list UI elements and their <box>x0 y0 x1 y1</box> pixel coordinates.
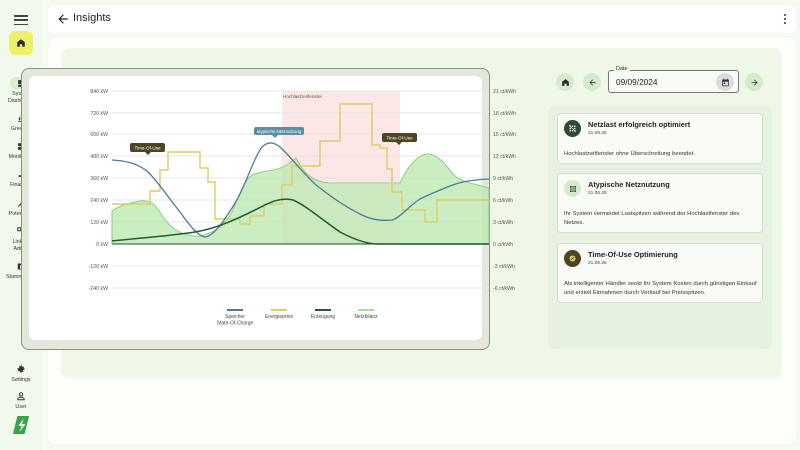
insight-date: 21.06.25 <box>588 191 607 196</box>
insight-body: Hochlastzeitfenster ohne Überschreitung … <box>564 151 695 157</box>
insight-date: 21.06.25 <box>588 261 607 266</box>
sidebar-item-label: Linking <box>0 239 42 246</box>
sidebar-item-label: Settings <box>11 377 31 383</box>
insight-icon-container <box>564 120 581 137</box>
insight-icon-container <box>564 180 581 197</box>
calendar-icon <box>721 78 729 86</box>
date-label: Date <box>614 66 630 72</box>
page-title: Insights <box>73 12 111 24</box>
calendar-button[interactable] <box>716 73 734 91</box>
hamburger-menu-icon[interactable] <box>12 12 30 28</box>
sidebar-item-settings[interactable]: Settings <box>0 363 42 384</box>
insight-title: Atypische Netznutzung <box>588 180 670 189</box>
home-icon <box>561 78 569 86</box>
more-options-icon[interactable] <box>782 13 788 25</box>
sidebar-item-label: User <box>15 404 27 410</box>
home-icon <box>17 39 25 47</box>
user-icon <box>17 392 25 401</box>
sidebar-item-label: System <box>0 91 42 98</box>
home-button[interactable] <box>9 31 33 55</box>
sidebar-item-user[interactable]: User <box>0 390 42 411</box>
insight-card[interactable]: Netzlast erfolgreich optimiert 21.06.25 … <box>557 113 763 164</box>
date-value: 09/09/2024 <box>616 77 658 87</box>
sidebar-item-label: Admin <box>0 246 42 253</box>
chart-card <box>29 76 482 340</box>
grid-off-icon <box>568 124 577 133</box>
insight-card[interactable]: Atypische Netznutzung 21.06.25 Ihr Syste… <box>557 173 763 233</box>
insight-icon-container <box>564 250 581 267</box>
insight-body: Ihr System vermeidet Lastspitzen während… <box>564 211 740 226</box>
time-of-use-icon <box>569 255 576 262</box>
insight-title: Time-Of-Use Optimierung <box>588 250 678 259</box>
insight-body: Als intelligenter Händler senkt Ihr Syst… <box>564 281 757 296</box>
arrow-right-icon <box>751 79 757 85</box>
gear-icon <box>17 365 25 373</box>
today-button[interactable] <box>556 73 574 91</box>
top-app-bar: Insights <box>48 5 796 33</box>
insight-title: Netzlast erfolgreich optimiert <box>588 120 691 129</box>
sidebar-item-label: GreenIQ <box>0 126 42 133</box>
apps-icon <box>569 185 576 192</box>
arrow-left-icon <box>589 79 595 85</box>
sidebar-item-label: Dashboard <box>0 98 42 105</box>
brand-logo-icon[interactable] <box>12 415 30 435</box>
insight-card[interactable]: Time-Of-Use Optimierung 21.06.25 Als int… <box>557 243 763 303</box>
previous-day-button[interactable] <box>583 73 601 91</box>
sidebar-item-label: Finanzen <box>0 182 42 189</box>
date-input[interactable]: Date 09/09/2024 <box>608 66 739 93</box>
insight-date: 21.06.25 <box>588 131 607 136</box>
back-arrow-icon[interactable] <box>56 12 70 26</box>
sidebar-item-label: Monitoring <box>0 154 42 161</box>
chart-frame <box>21 68 490 350</box>
next-day-button[interactable] <box>745 73 763 91</box>
